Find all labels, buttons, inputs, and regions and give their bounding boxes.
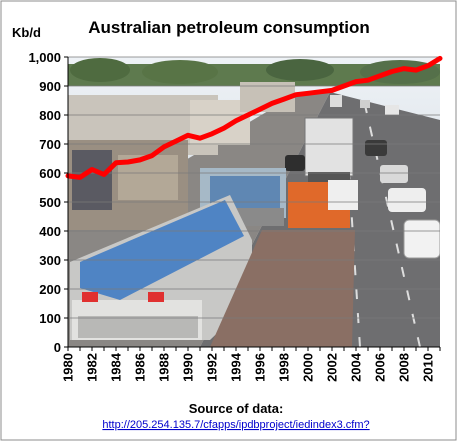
x-tick-labels: 1980 1982 1984 1986 1988 1990 1992 1994 1996 1998…: [61, 347, 441, 382]
x-tick-label: 1996: [253, 353, 268, 382]
series-line: [65, 55, 443, 180]
x-tick-label: 2010: [421, 353, 436, 382]
x-tick-label: 2008: [397, 353, 412, 382]
y-tick-label: 900: [39, 79, 61, 94]
y-tick-label: 100: [39, 311, 61, 326]
gridlines: [68, 56, 440, 319]
y-tick-labels: 0 100 200 300 400 500 600 700 800 900 1,000: [28, 50, 68, 355]
x-axis-title: Source of data:: [189, 401, 284, 416]
x-tick-label: 2002: [325, 353, 340, 382]
x-tick-label: 2006: [373, 353, 388, 382]
x-tick-label: 1988: [157, 353, 172, 382]
y-axis-unit: Kb/d: [12, 25, 41, 40]
x-tick-label: 1990: [181, 353, 196, 382]
x-tick-label: 1986: [133, 353, 148, 382]
y-tick-label: 800: [39, 108, 61, 123]
chart-title: Australian petroleum consumption: [88, 18, 369, 37]
y-tick-label: 200: [39, 282, 61, 297]
background-photo: [68, 57, 440, 347]
x-tick-label: 2000: [301, 353, 316, 382]
y-tick-label: 700: [39, 137, 61, 152]
x-tick-label: 1998: [277, 353, 292, 382]
y-tick-label: 0: [54, 340, 61, 355]
x-tick-label: 1994: [229, 352, 244, 382]
x-tick-label: 1984: [109, 352, 124, 382]
y-tick-label: 500: [39, 195, 61, 210]
y-tick-label: 1,000: [28, 50, 61, 65]
x-tick-label: 2004: [349, 352, 364, 382]
x-tick-label: 1980: [61, 353, 76, 382]
y-tick-label: 300: [39, 253, 61, 268]
x-tick-label: 1982: [85, 353, 100, 382]
y-tick-label: 600: [39, 166, 61, 181]
y-tick-label: 400: [39, 224, 61, 239]
x-tick-label: 1992: [205, 353, 220, 382]
source-link[interactable]: http://205.254.135.7/cfapps/ipdbproject/…: [102, 419, 369, 431]
